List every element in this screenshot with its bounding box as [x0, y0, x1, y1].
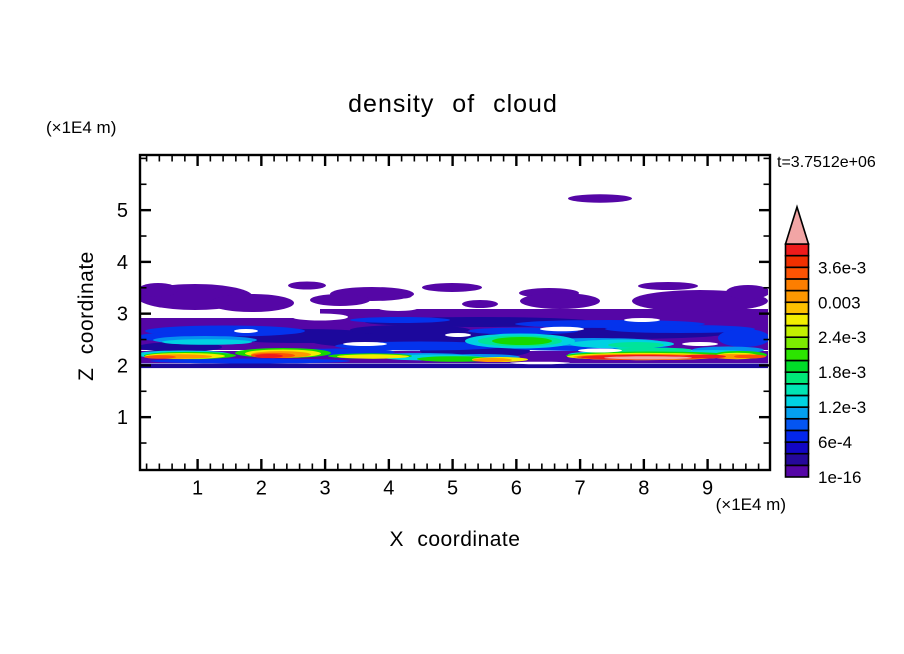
y-tick-label: 1 — [117, 407, 128, 429]
density-blob — [144, 355, 176, 359]
density-blob — [141, 283, 178, 297]
colorbar-segment — [784, 289, 810, 304]
colorbar-overflow-arrow — [784, 204, 810, 245]
x-tick-label: 8 — [638, 478, 649, 500]
density-band — [141, 363, 768, 369]
density-blob — [624, 318, 660, 322]
density-blob — [472, 358, 512, 362]
density-blob — [638, 282, 698, 290]
x-tick-label: 9 — [702, 478, 713, 500]
density-blob — [337, 354, 409, 359]
y-axis-title: Z coordinate — [75, 251, 98, 381]
timestamp-label: t=3.7512e+06 — [777, 154, 876, 171]
colorbar-segment — [784, 371, 810, 385]
colorbar-label: 1.8e-3 — [818, 363, 866, 382]
density-blob — [343, 342, 387, 346]
plot-frame — [138, 153, 772, 472]
x-tick-label: 4 — [383, 478, 394, 500]
x-tick-label: 1 — [192, 478, 203, 500]
density-blob — [445, 333, 471, 337]
colorbar-segment — [784, 336, 810, 350]
density-blob — [718, 329, 768, 347]
colorbar-segment — [784, 417, 810, 432]
density-blob — [462, 300, 498, 308]
density-blob — [292, 313, 348, 321]
colorbar-label: 1e-16 — [818, 468, 861, 487]
colorbar-segment — [784, 243, 810, 257]
colorbar-segment — [784, 348, 810, 362]
colorbar-segment — [784, 394, 810, 408]
colorbar-label: 6e-4 — [818, 433, 852, 452]
density-blob — [162, 339, 252, 345]
density-blob — [540, 326, 584, 332]
x-tick-label: 6 — [511, 478, 522, 500]
density-blob — [492, 337, 552, 345]
colorbar-segment — [784, 406, 810, 420]
colorbar-segment — [784, 324, 810, 338]
y-tick-label: 2 — [117, 355, 128, 377]
density-blob — [210, 294, 294, 312]
colorbar-segment — [784, 313, 810, 327]
density-blob — [608, 342, 664, 348]
density-blob — [378, 305, 418, 311]
density-blob — [568, 194, 632, 203]
density-blob — [612, 347, 692, 353]
density-blob — [605, 325, 755, 333]
y-tick-label: 4 — [117, 252, 128, 274]
colorbar-segment — [784, 254, 810, 269]
y-tick-label: 5 — [117, 200, 128, 222]
x-axis-title: X coordinate — [390, 528, 521, 551]
cloud-density-field — [141, 156, 768, 469]
density-blob — [578, 348, 622, 353]
density-blob — [510, 361, 570, 365]
colorbar-segment — [784, 429, 810, 443]
frame-rect — [138, 153, 772, 472]
colorbar-segment — [784, 266, 810, 280]
x-tick-label: 2 — [256, 478, 267, 500]
density-blob — [255, 354, 283, 358]
density-blob — [350, 317, 450, 323]
y-axis-unit-label: (×1E4 m) — [46, 118, 116, 137]
colorbar-label: 1.2e-3 — [818, 398, 866, 417]
y-tick-label: 3 — [117, 304, 128, 326]
colorbar-label: 0.003 — [818, 293, 861, 312]
colorbar-label: 3.6e-3 — [818, 258, 866, 277]
density-blob — [350, 325, 470, 335]
x-axis-unit-label: (×1E4 m) — [716, 495, 786, 514]
density-blob — [422, 283, 482, 292]
density-blob — [682, 342, 718, 346]
density-blob — [234, 329, 258, 333]
tick-labels: 1 2 3 4 5 6 7 8 9 1 2 3 4 5 — [117, 200, 713, 499]
x-tick-label: 7 — [575, 478, 586, 500]
colorbar-segment — [784, 301, 810, 315]
x-tick-label: 3 — [320, 478, 331, 500]
density-blob — [150, 358, 350, 364]
colorbar-segment — [784, 464, 810, 478]
density-blob — [734, 354, 766, 359]
x-tick-label: 5 — [447, 478, 458, 500]
density-blob — [604, 356, 692, 360]
density-blob — [288, 281, 326, 290]
density-blob — [682, 354, 726, 359]
plot-title: density of cloud — [348, 90, 558, 118]
colorbar-segment — [784, 441, 810, 455]
colorbar-segment — [784, 452, 810, 467]
density-band — [320, 309, 768, 320]
colorbar-segment — [784, 278, 810, 292]
colorbar-segment — [784, 359, 810, 373]
colorbar-segment — [784, 382, 810, 397]
colorbar: 1e-16 6e-4 1.2e-3 1.8e-3 2.4e-3 0.003 3.6e-3 — [784, 204, 866, 487]
density-blob — [520, 293, 600, 309]
density-blob — [310, 294, 370, 306]
density-blob — [726, 285, 768, 299]
density-blob — [396, 292, 412, 299]
colorbar-label: 2.4e-3 — [818, 328, 866, 347]
